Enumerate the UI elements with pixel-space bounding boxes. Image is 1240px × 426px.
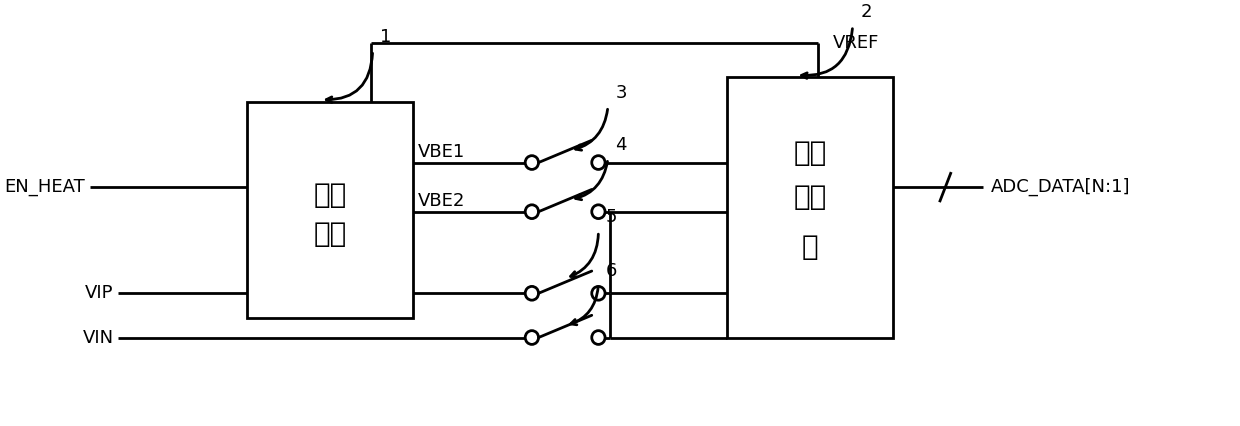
Text: EN_HEAT: EN_HEAT <box>5 178 86 196</box>
Text: 带隙: 带隙 <box>314 181 346 209</box>
Text: VBE1: VBE1 <box>418 143 465 161</box>
Text: VIN: VIN <box>83 328 114 346</box>
Text: 3: 3 <box>615 83 627 101</box>
Text: 6: 6 <box>606 262 618 279</box>
Bar <box>727 77 893 337</box>
Text: VIP: VIP <box>86 284 114 302</box>
Text: ADC_DATA[N:1]: ADC_DATA[N:1] <box>991 178 1131 196</box>
Text: 模数: 模数 <box>794 139 827 167</box>
Text: VREF: VREF <box>832 34 879 52</box>
Text: 1: 1 <box>381 28 392 46</box>
Bar <box>247 101 413 318</box>
Text: 转换: 转换 <box>794 184 827 211</box>
Text: VBE2: VBE2 <box>418 192 465 210</box>
Text: 4: 4 <box>615 136 627 154</box>
Text: 器: 器 <box>801 233 818 261</box>
Text: 5: 5 <box>606 208 618 227</box>
Text: 2: 2 <box>861 3 872 21</box>
Text: 基准: 基准 <box>314 220 346 248</box>
